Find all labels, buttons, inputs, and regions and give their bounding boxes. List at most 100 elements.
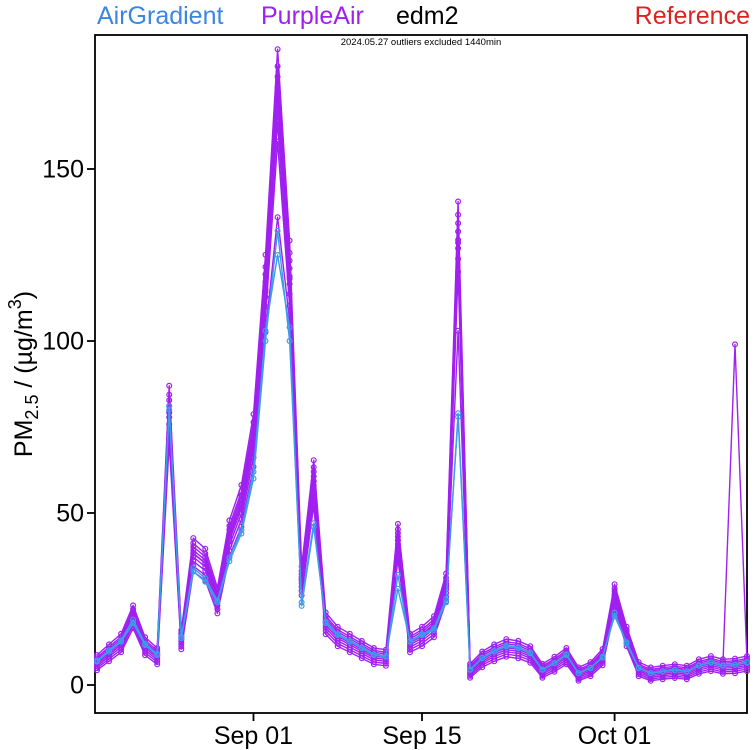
data-point-marker bbox=[611, 613, 618, 620]
data-point-marker bbox=[659, 676, 666, 683]
series-purpleair-8 bbox=[93, 138, 750, 682]
data-point-marker bbox=[238, 501, 245, 508]
data-point-marker bbox=[551, 659, 558, 666]
data-point-marker bbox=[479, 664, 486, 671]
data-point-marker bbox=[334, 643, 341, 650]
plot-border bbox=[94, 34, 748, 714]
data-point-marker bbox=[274, 227, 281, 234]
data-point-marker bbox=[539, 666, 546, 673]
series-line-airgradient bbox=[96, 254, 748, 674]
data-point-marker bbox=[310, 478, 317, 485]
data-point-marker bbox=[491, 647, 498, 654]
data-point-marker bbox=[515, 644, 522, 651]
data-point-marker bbox=[274, 252, 281, 259]
data-point-marker bbox=[611, 581, 618, 588]
data-point-marker bbox=[611, 592, 618, 599]
series-purpleair-7 bbox=[93, 118, 750, 681]
data-point-marker bbox=[154, 650, 161, 657]
data-point-marker bbox=[226, 554, 233, 561]
data-point-marker bbox=[683, 668, 690, 675]
data-point-marker bbox=[226, 533, 233, 540]
data-point-marker bbox=[527, 649, 534, 656]
data-point-marker bbox=[431, 625, 438, 632]
x-axis-ticks: Sep 01 Sep 15 Oct 01 bbox=[214, 713, 652, 750]
data-point-marker bbox=[142, 640, 149, 647]
y-tick-label: 0 bbox=[70, 672, 84, 700]
data-point-marker bbox=[286, 324, 293, 331]
data-point-marker bbox=[431, 634, 438, 641]
series-purpleair-6 bbox=[93, 105, 750, 679]
data-point-marker bbox=[455, 268, 462, 275]
data-point-marker bbox=[394, 550, 401, 557]
data-point-marker bbox=[515, 655, 522, 662]
series-purpleair-4 bbox=[93, 84, 750, 676]
data-point-marker bbox=[635, 673, 642, 680]
x-tick-label: Sep 15 bbox=[382, 722, 461, 750]
series-layer bbox=[93, 46, 750, 684]
data-point-marker bbox=[154, 661, 161, 668]
series-line-airgradient bbox=[96, 230, 748, 674]
series-line-purpleair bbox=[96, 101, 748, 674]
data-point-marker bbox=[503, 653, 510, 660]
data-point-marker bbox=[419, 643, 426, 650]
data-point-marker bbox=[178, 646, 185, 653]
data-point-marker bbox=[671, 674, 678, 681]
data-point-marker bbox=[93, 667, 100, 674]
plot-subtitle: 2024.05.27 outliers excluded 1440min bbox=[341, 37, 502, 48]
data-point-marker bbox=[190, 540, 197, 547]
data-point-marker bbox=[166, 403, 173, 410]
data-point-marker bbox=[503, 642, 510, 649]
data-point-marker bbox=[587, 664, 594, 671]
data-point-marker bbox=[274, 73, 281, 80]
data-point-marker bbox=[683, 676, 690, 683]
data-point-marker bbox=[443, 595, 450, 602]
x-tick-label: Oct 01 bbox=[578, 722, 652, 750]
series-line-purpleair bbox=[96, 86, 748, 674]
data-point-marker bbox=[539, 674, 546, 681]
data-point-marker bbox=[190, 550, 197, 557]
data-point-marker bbox=[190, 543, 197, 550]
series-line-purpleair bbox=[96, 97, 748, 675]
data-point-marker bbox=[298, 576, 305, 583]
data-point-marker bbox=[238, 527, 245, 534]
data-point-marker bbox=[382, 662, 389, 669]
data-point-marker bbox=[695, 662, 702, 669]
data-point-marker bbox=[105, 647, 112, 654]
data-point-marker bbox=[358, 655, 365, 662]
data-point-marker bbox=[707, 668, 714, 675]
x-tick-label: Sep 01 bbox=[214, 722, 293, 750]
data-point-marker bbox=[455, 228, 462, 235]
data-point-marker bbox=[130, 602, 137, 609]
data-point-marker bbox=[635, 664, 642, 671]
y-tick-label: 150 bbox=[42, 156, 84, 184]
data-point-marker bbox=[394, 530, 401, 537]
data-point-marker bbox=[731, 341, 738, 348]
data-point-marker bbox=[671, 666, 678, 673]
data-point-marker bbox=[455, 220, 462, 227]
data-point-marker bbox=[346, 649, 353, 656]
data-point-marker bbox=[394, 520, 401, 527]
data-point-marker bbox=[262, 327, 269, 334]
data-point-marker bbox=[214, 610, 221, 617]
data-point-marker bbox=[587, 673, 594, 680]
data-point-marker bbox=[467, 666, 474, 673]
data-point-marker bbox=[190, 564, 197, 571]
data-point-marker bbox=[274, 46, 281, 53]
data-point-marker bbox=[142, 652, 149, 659]
data-point-marker bbox=[419, 631, 426, 638]
data-point-marker bbox=[214, 597, 221, 604]
data-point-marker bbox=[310, 520, 317, 527]
data-point-marker bbox=[647, 677, 654, 684]
data-point-marker bbox=[274, 63, 281, 70]
data-point-marker bbox=[455, 413, 462, 420]
data-point-marker bbox=[274, 84, 281, 91]
data-point-marker bbox=[455, 239, 462, 246]
data-point-marker bbox=[719, 662, 726, 669]
series-airgradient-1 bbox=[93, 227, 750, 677]
legend-item-reference: Reference bbox=[634, 2, 750, 30]
data-point-marker bbox=[286, 302, 293, 309]
data-point-marker bbox=[599, 662, 606, 669]
data-point-marker bbox=[695, 670, 702, 677]
data-point-marker bbox=[202, 560, 209, 567]
